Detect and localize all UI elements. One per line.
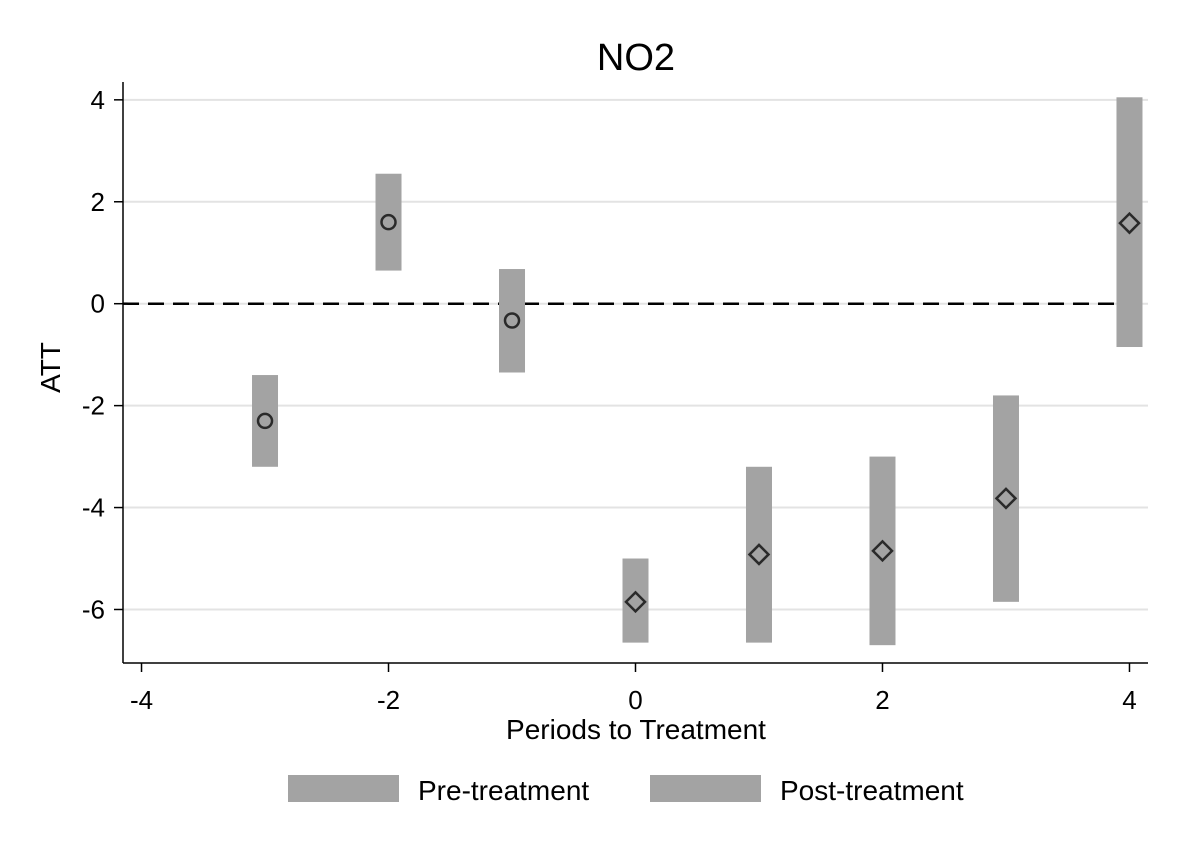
x-tick-label: 0 xyxy=(628,685,642,715)
point-marker-diamond xyxy=(994,487,1018,510)
point-marker-diamond xyxy=(1118,211,1141,235)
y-axis-label: ATT xyxy=(35,342,66,393)
ci-bar xyxy=(252,375,279,467)
x-axis-label: Periods to Treatment xyxy=(506,714,766,745)
ci-bar xyxy=(375,173,402,271)
confidence-intervals xyxy=(252,97,1143,646)
y-tick-label: 2 xyxy=(91,187,105,217)
legend-swatch xyxy=(650,775,761,802)
point-marker-diamond xyxy=(624,590,647,614)
y-tick-label: -6 xyxy=(82,594,105,624)
point-marker-circle xyxy=(503,312,521,329)
x-tick-label: -2 xyxy=(377,685,400,715)
legend: Pre-treatment Post-treatment xyxy=(288,775,964,806)
grid-lines xyxy=(123,98,1148,611)
legend-swatch xyxy=(288,775,399,802)
chart-title: NO2 xyxy=(597,37,675,79)
axes: -6 -4 -2 0 2 4 -4 -2 0 2 4 xyxy=(82,82,1148,715)
x-tick-label: -4 xyxy=(130,685,153,715)
legend-label: Pre-treatment xyxy=(418,775,589,806)
ci-bar xyxy=(499,269,526,373)
point-marker-circle xyxy=(256,412,274,430)
point-marker-diamond xyxy=(747,543,771,566)
point-marker-circle xyxy=(380,213,397,231)
y-tick-label: -2 xyxy=(82,391,105,421)
point-marker-diamond xyxy=(871,539,894,563)
y-tick-label: 0 xyxy=(91,289,105,319)
y-tick-label: -4 xyxy=(82,493,105,523)
y-tick-label: 4 xyxy=(91,85,105,115)
legend-label: Post-treatment xyxy=(780,775,964,806)
x-tick-label: 2 xyxy=(875,685,889,715)
point-estimates xyxy=(256,211,1141,614)
x-tick-label: 4 xyxy=(1122,685,1136,715)
